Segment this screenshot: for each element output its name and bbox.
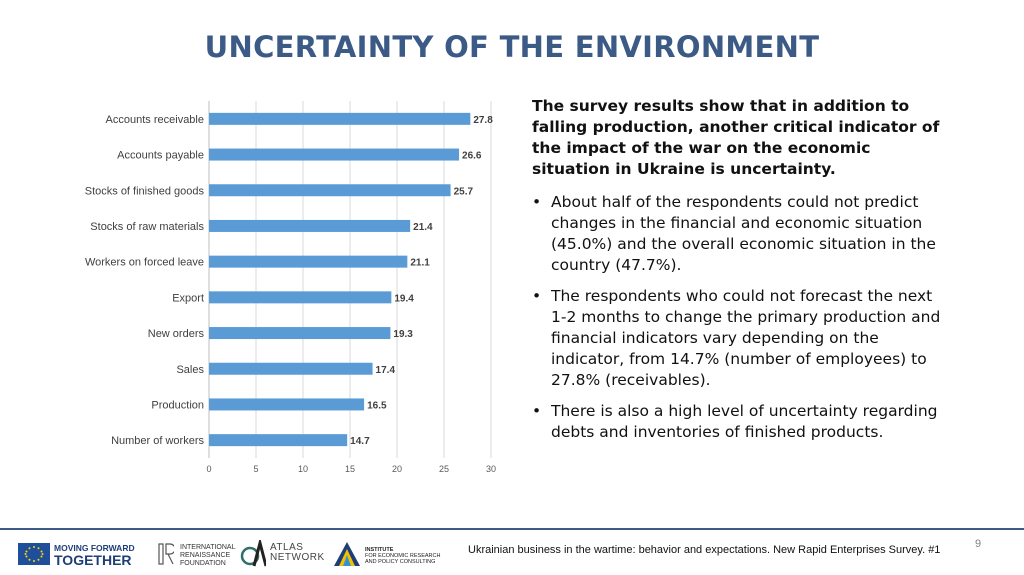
x-tick-label: 20 <box>392 464 402 474</box>
bullet-icon: • <box>532 193 542 211</box>
bullet-item: • There is also a high level of uncertain… <box>532 401 952 443</box>
x-tick-label: 15 <box>345 464 355 474</box>
bullet-text: There is also a high level of uncertaint… <box>551 402 938 441</box>
data-label: 17.4 <box>376 365 396 376</box>
page-number: 9 <box>975 538 982 550</box>
lead-paragraph: The survey results show that in addition… <box>532 97 940 178</box>
eu-flag-icon <box>18 543 50 565</box>
bar <box>209 327 391 340</box>
category-label: Accounts payable <box>117 150 204 162</box>
irf-text-line: RENAISSANCE <box>180 552 231 559</box>
data-label: 21.1 <box>410 258 430 269</box>
category-label: Sales <box>176 364 204 376</box>
bar <box>209 219 411 232</box>
footer-divider <box>0 528 1024 530</box>
bullet-text: The respondents who could not forecast t… <box>551 287 941 389</box>
atlas-logo: ATLAS NETWORK <box>240 538 325 570</box>
bullet-item: • About half of the respondents could not… <box>532 192 952 276</box>
x-tick-label: 25 <box>439 464 449 474</box>
x-tick-label: 0 <box>206 464 211 474</box>
irf-logo: INTERNATIONAL RENAISSANCE FOUNDATION <box>158 538 238 570</box>
bullet-icon: • <box>532 402 542 420</box>
mft-line1: MOVING FORWARD <box>54 543 135 553</box>
irf-text-line: FOUNDATION <box>180 560 226 567</box>
page-title: UNCERTAINTY OF THE ENVIRONMENT <box>204 30 820 64</box>
bullet-item: • The respondents who could not forecast … <box>532 286 952 391</box>
bar <box>209 148 460 161</box>
data-label: 19.4 <box>394 293 414 304</box>
category-label: New orders <box>148 328 205 340</box>
category-label: Production <box>151 399 204 411</box>
data-label: 19.3 <box>393 329 413 340</box>
ier-triangle-icon <box>334 542 360 566</box>
atlas-mark-icon <box>240 540 266 567</box>
ier-logo: INSTITUTE FOR ECONOMIC RESEARCH AND POLI… <box>333 538 443 570</box>
data-label: 16.5 <box>367 400 387 411</box>
x-tick-label: 5 <box>253 464 258 474</box>
atlas-text-line: NETWORK <box>270 552 325 563</box>
mft-logo: MOVING FORWARD TOGETHER <box>18 538 148 570</box>
ier-text-line: INSTITUTE <box>365 547 394 553</box>
partner-logos: MOVING FORWARD TOGETHER INTERNATIONAL RE… <box>18 538 458 570</box>
footer-caption: Ukrainian business in the wartime: behav… <box>468 544 941 556</box>
category-label: Workers on forced leave <box>85 257 204 269</box>
category-label: Accounts receivable <box>106 114 204 126</box>
ier-text-line: AND POLICY CONSULTING <box>365 559 436 565</box>
irf-text-line: INTERNATIONAL <box>180 544 236 551</box>
bar <box>209 291 392 304</box>
bar-chart: 0 5 10 15 20 25 30 Accounts receivable 27.8 Accou… <box>85 101 496 474</box>
x-tick-label: 30 <box>486 464 496 474</box>
category-label: Number of workers <box>111 435 204 447</box>
bar <box>209 112 471 125</box>
data-label: 25.7 <box>454 186 474 197</box>
mft-line2: TOGETHER <box>54 552 132 568</box>
bar <box>209 398 365 411</box>
bar <box>209 362 373 375</box>
bar <box>209 184 451 197</box>
data-label: 26.6 <box>462 151 482 162</box>
data-label: 21.4 <box>413 222 433 233</box>
atlas-text-line: ATLAS <box>270 542 304 553</box>
bullet-text: About half of the respondents could not … <box>551 193 936 274</box>
ier-text-line: FOR ECONOMIC RESEARCH <box>365 553 441 559</box>
data-label: 27.8 <box>473 115 493 126</box>
bullet-icon: • <box>532 287 542 305</box>
category-label: Stocks of finished goods <box>85 185 205 197</box>
category-label: Export <box>172 292 204 304</box>
category-label: Stocks of raw materials <box>90 221 204 233</box>
x-tick-label: 10 <box>298 464 308 474</box>
bar <box>209 434 348 447</box>
irf-mark-icon <box>158 543 174 565</box>
bullet-list: • About half of the respondents could not… <box>532 192 952 443</box>
bar <box>209 255 408 268</box>
data-label: 14.7 <box>350 436 370 447</box>
text-panel: The survey results show that in addition… <box>532 96 952 453</box>
